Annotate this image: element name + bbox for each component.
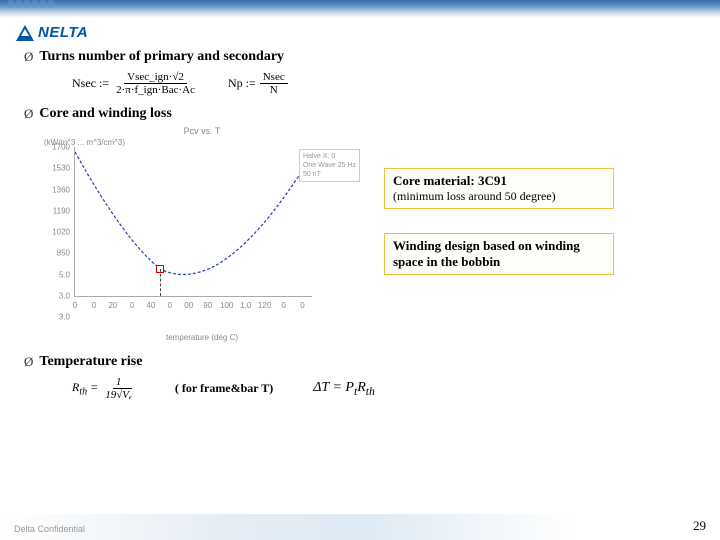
core-title: Core material: 3C91 (393, 173, 605, 189)
legend-1: Halve X: 0 (303, 152, 356, 161)
chart-title: Pcv vs. T (32, 126, 372, 136)
np-num: Nsec (260, 71, 288, 84)
formula-rth: Rth = 1 19√Vₑ (72, 376, 135, 401)
tab (32, 0, 38, 8)
xtick: 00 (184, 301, 193, 310)
rth-den: 19√Vₑ (102, 389, 135, 401)
formula-nsec: Nsec := Vsec_ign·√2 2·π·f_ign·Bac·Ac (72, 71, 198, 96)
chart: Pcv vs. T (kW/m^3 ... m^3/cm^3) 1700 153… (32, 126, 372, 342)
logo: NELTA (16, 24, 720, 41)
core-sub: (minimum loss around 50 degree) (393, 189, 605, 204)
ytick: 1700 (40, 143, 70, 152)
ytick: 3.0 (40, 291, 70, 300)
logo-text: NELTA (38, 24, 88, 41)
bullet-1: Ø Turns number of primary and secondary (24, 49, 700, 65)
ytick: 1530 (40, 164, 70, 173)
ytick: 1020 (40, 228, 70, 237)
ytick: 850 (40, 249, 70, 258)
rth-note: ( for frame&bar T) (175, 381, 273, 396)
dt-lhs: ΔT = P (313, 380, 354, 395)
chevron-icon: Ø (24, 49, 33, 65)
formula-row-1: Nsec := Vsec_ign·√2 2·π·f_ign·Bac·Ac Np … (72, 71, 700, 96)
xtick: 0 (281, 301, 285, 310)
header-bar (0, 0, 720, 18)
nsec-lhs: Nsec := (72, 76, 109, 91)
formula-row-2: Rth = 1 19√Vₑ ( for frame&bar T) ΔT = Pt… (72, 376, 700, 401)
xtick: 0 (300, 301, 304, 310)
footer-wave (0, 514, 720, 540)
xtick: 0 (130, 301, 134, 310)
nsec-num: Vsec_ign·√2 (124, 71, 187, 84)
xtick: 90 (203, 301, 212, 310)
rth-eq: = (87, 380, 98, 394)
formula-dt: ΔT = PtRth (313, 380, 375, 398)
plot-area: 0 0 20 0 40 0 00 90 100 1.0 120 0 0 (74, 147, 312, 297)
legend-2: One Wave 25 Hz (303, 161, 356, 170)
ytick: 1360 (40, 185, 70, 194)
bullet-1-text: Turns number of primary and secondary (39, 49, 284, 65)
bullet-2: Ø Core and winding loss (24, 106, 700, 122)
chart-legend: Halve X: 0 One Wave 25 Hz 50 nT (299, 149, 360, 182)
xtick: 40 (146, 301, 155, 310)
legend-3: 50 nT (303, 170, 356, 179)
rth-sub: th (79, 386, 87, 397)
marker-dropline (160, 269, 161, 296)
xtick: 1.0 (240, 301, 251, 310)
header-tabs (8, 0, 54, 8)
tab (16, 0, 22, 8)
np-lhs: Np := (228, 76, 256, 91)
chevron-icon: Ø (24, 354, 33, 370)
dt-sub2: th (366, 385, 375, 398)
bullet-2-text: Core and winding loss (39, 106, 171, 122)
footer-confidential: Delta Confidential (14, 524, 85, 534)
chart-ylabel: (kW/m^3 ... m^3/cm^3) (44, 138, 372, 147)
xtick: 120 (258, 301, 271, 310)
xtick: 0 (73, 301, 77, 310)
page-number: 29 (693, 518, 706, 534)
formula-np: Np := Nsec N (228, 71, 288, 96)
dt-r: R (357, 380, 366, 395)
xtick: 100 (220, 301, 233, 310)
tab (8, 0, 14, 8)
chart-xlabel: temperature (deg C) (32, 333, 372, 342)
curve-line (75, 147, 312, 296)
xtick: 0 (92, 301, 96, 310)
core-material-box: Core material: 3C91 (minimum loss around… (384, 168, 614, 209)
ytick: 3.0 (40, 313, 70, 322)
tab (48, 0, 54, 8)
nsec-den: 2·π·f_ign·Bac·Ac (113, 84, 198, 96)
winding-text: Winding design based on winding space in… (393, 238, 605, 270)
xtick: 20 (108, 301, 117, 310)
chevron-icon: Ø (24, 106, 33, 122)
bullet-3-text: Temperature rise (39, 354, 142, 370)
xtick: 0 (168, 301, 172, 310)
tab (24, 0, 30, 8)
ytick: 1190 (40, 206, 70, 215)
logo-triangle-icon (16, 25, 34, 41)
np-den: N (267, 84, 281, 96)
winding-box: Winding design based on winding space in… (384, 233, 614, 275)
tab (40, 0, 46, 8)
bullet-3: Ø Temperature rise (24, 354, 700, 370)
ytick: 5.0 (40, 270, 70, 279)
